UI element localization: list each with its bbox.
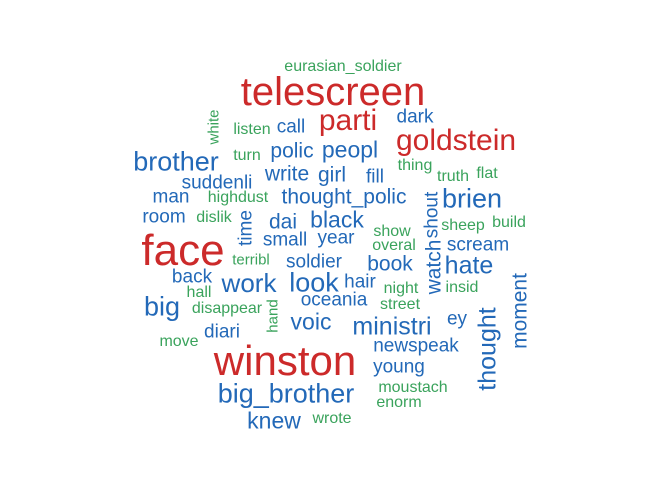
word-insid: insid (445, 279, 479, 296)
word-young: young (373, 356, 425, 378)
word-telescreen: telescreen (240, 70, 426, 114)
word-listen: listen (233, 121, 271, 138)
word-wrote: wrote (312, 410, 352, 427)
word-book: book (367, 252, 413, 276)
word-girl: girl (317, 163, 347, 187)
word-shout: shout (421, 191, 443, 239)
word-write: write (264, 162, 310, 186)
word-diari: diari (204, 321, 240, 343)
word-dislik: dislik (196, 209, 232, 226)
word-hand: hand (264, 299, 282, 333)
word-parti: parti (318, 104, 378, 137)
word-street: street (379, 296, 421, 313)
word-winston: winston (213, 337, 357, 384)
word-man: man (152, 186, 190, 208)
word-show: show (373, 223, 411, 240)
word-time: time (235, 210, 257, 246)
word-voic: voic (290, 308, 332, 335)
word-moustach: moustach (378, 379, 448, 396)
word-overal: overal (372, 237, 416, 254)
word-goldstein: goldstein (395, 124, 517, 157)
word-truth: truth (436, 168, 470, 185)
word-black: black (310, 206, 364, 233)
word-terribl: terribl (232, 251, 270, 269)
word-small: small (262, 229, 308, 251)
word-night: night (383, 280, 419, 297)
word-hall: hall (186, 284, 212, 301)
word-ey: ey (446, 308, 468, 330)
word-build: build (492, 214, 526, 231)
word-highdust: highdust (207, 189, 269, 206)
word-hate: hate (444, 251, 494, 280)
word-look: look (289, 267, 339, 298)
word-room: room (142, 206, 186, 228)
word-back: back (171, 266, 213, 288)
word-peopl: peopl (321, 136, 379, 163)
word-hair: hair (344, 271, 376, 293)
word-soldier: soldier (286, 251, 342, 273)
word-white: white (205, 109, 223, 145)
word-newspeak: newspeak (373, 335, 459, 357)
word-big-brother: big_brother (217, 378, 355, 409)
word-polic: polic (270, 139, 314, 163)
word-oceania: oceania (300, 289, 368, 311)
word-fill: fill (366, 166, 384, 188)
word-work: work (221, 268, 277, 298)
word-knew: knew (247, 407, 301, 434)
word-thought: thought (473, 307, 502, 391)
word-flat: flat (476, 165, 498, 182)
word-move: move (159, 333, 199, 350)
word-ministri: ministri (352, 312, 432, 341)
word-dark: dark (396, 106, 434, 128)
word-disappear: disappear (191, 300, 263, 317)
word-call: call (276, 116, 306, 138)
word-turn: turn (233, 147, 261, 164)
word-brien: brien (441, 183, 503, 214)
word-enorm: enorm (376, 394, 422, 411)
word-dai: dai (268, 210, 298, 234)
word-scream: scream (446, 234, 510, 256)
word-suddenli: suddenli (181, 172, 253, 194)
word-moment: moment (508, 273, 532, 349)
word-thought-polic: thought_polic (281, 185, 407, 209)
word-thing: thing (397, 157, 433, 174)
word-face: face (141, 226, 225, 275)
word-brother: brother (133, 146, 219, 177)
word-eurasian-soldier: eurasian_soldier (284, 58, 402, 75)
word-sheep: sheep (441, 217, 485, 234)
word-year: year (317, 227, 355, 249)
word-big: big (143, 291, 181, 322)
word-watch: watch (422, 239, 446, 295)
